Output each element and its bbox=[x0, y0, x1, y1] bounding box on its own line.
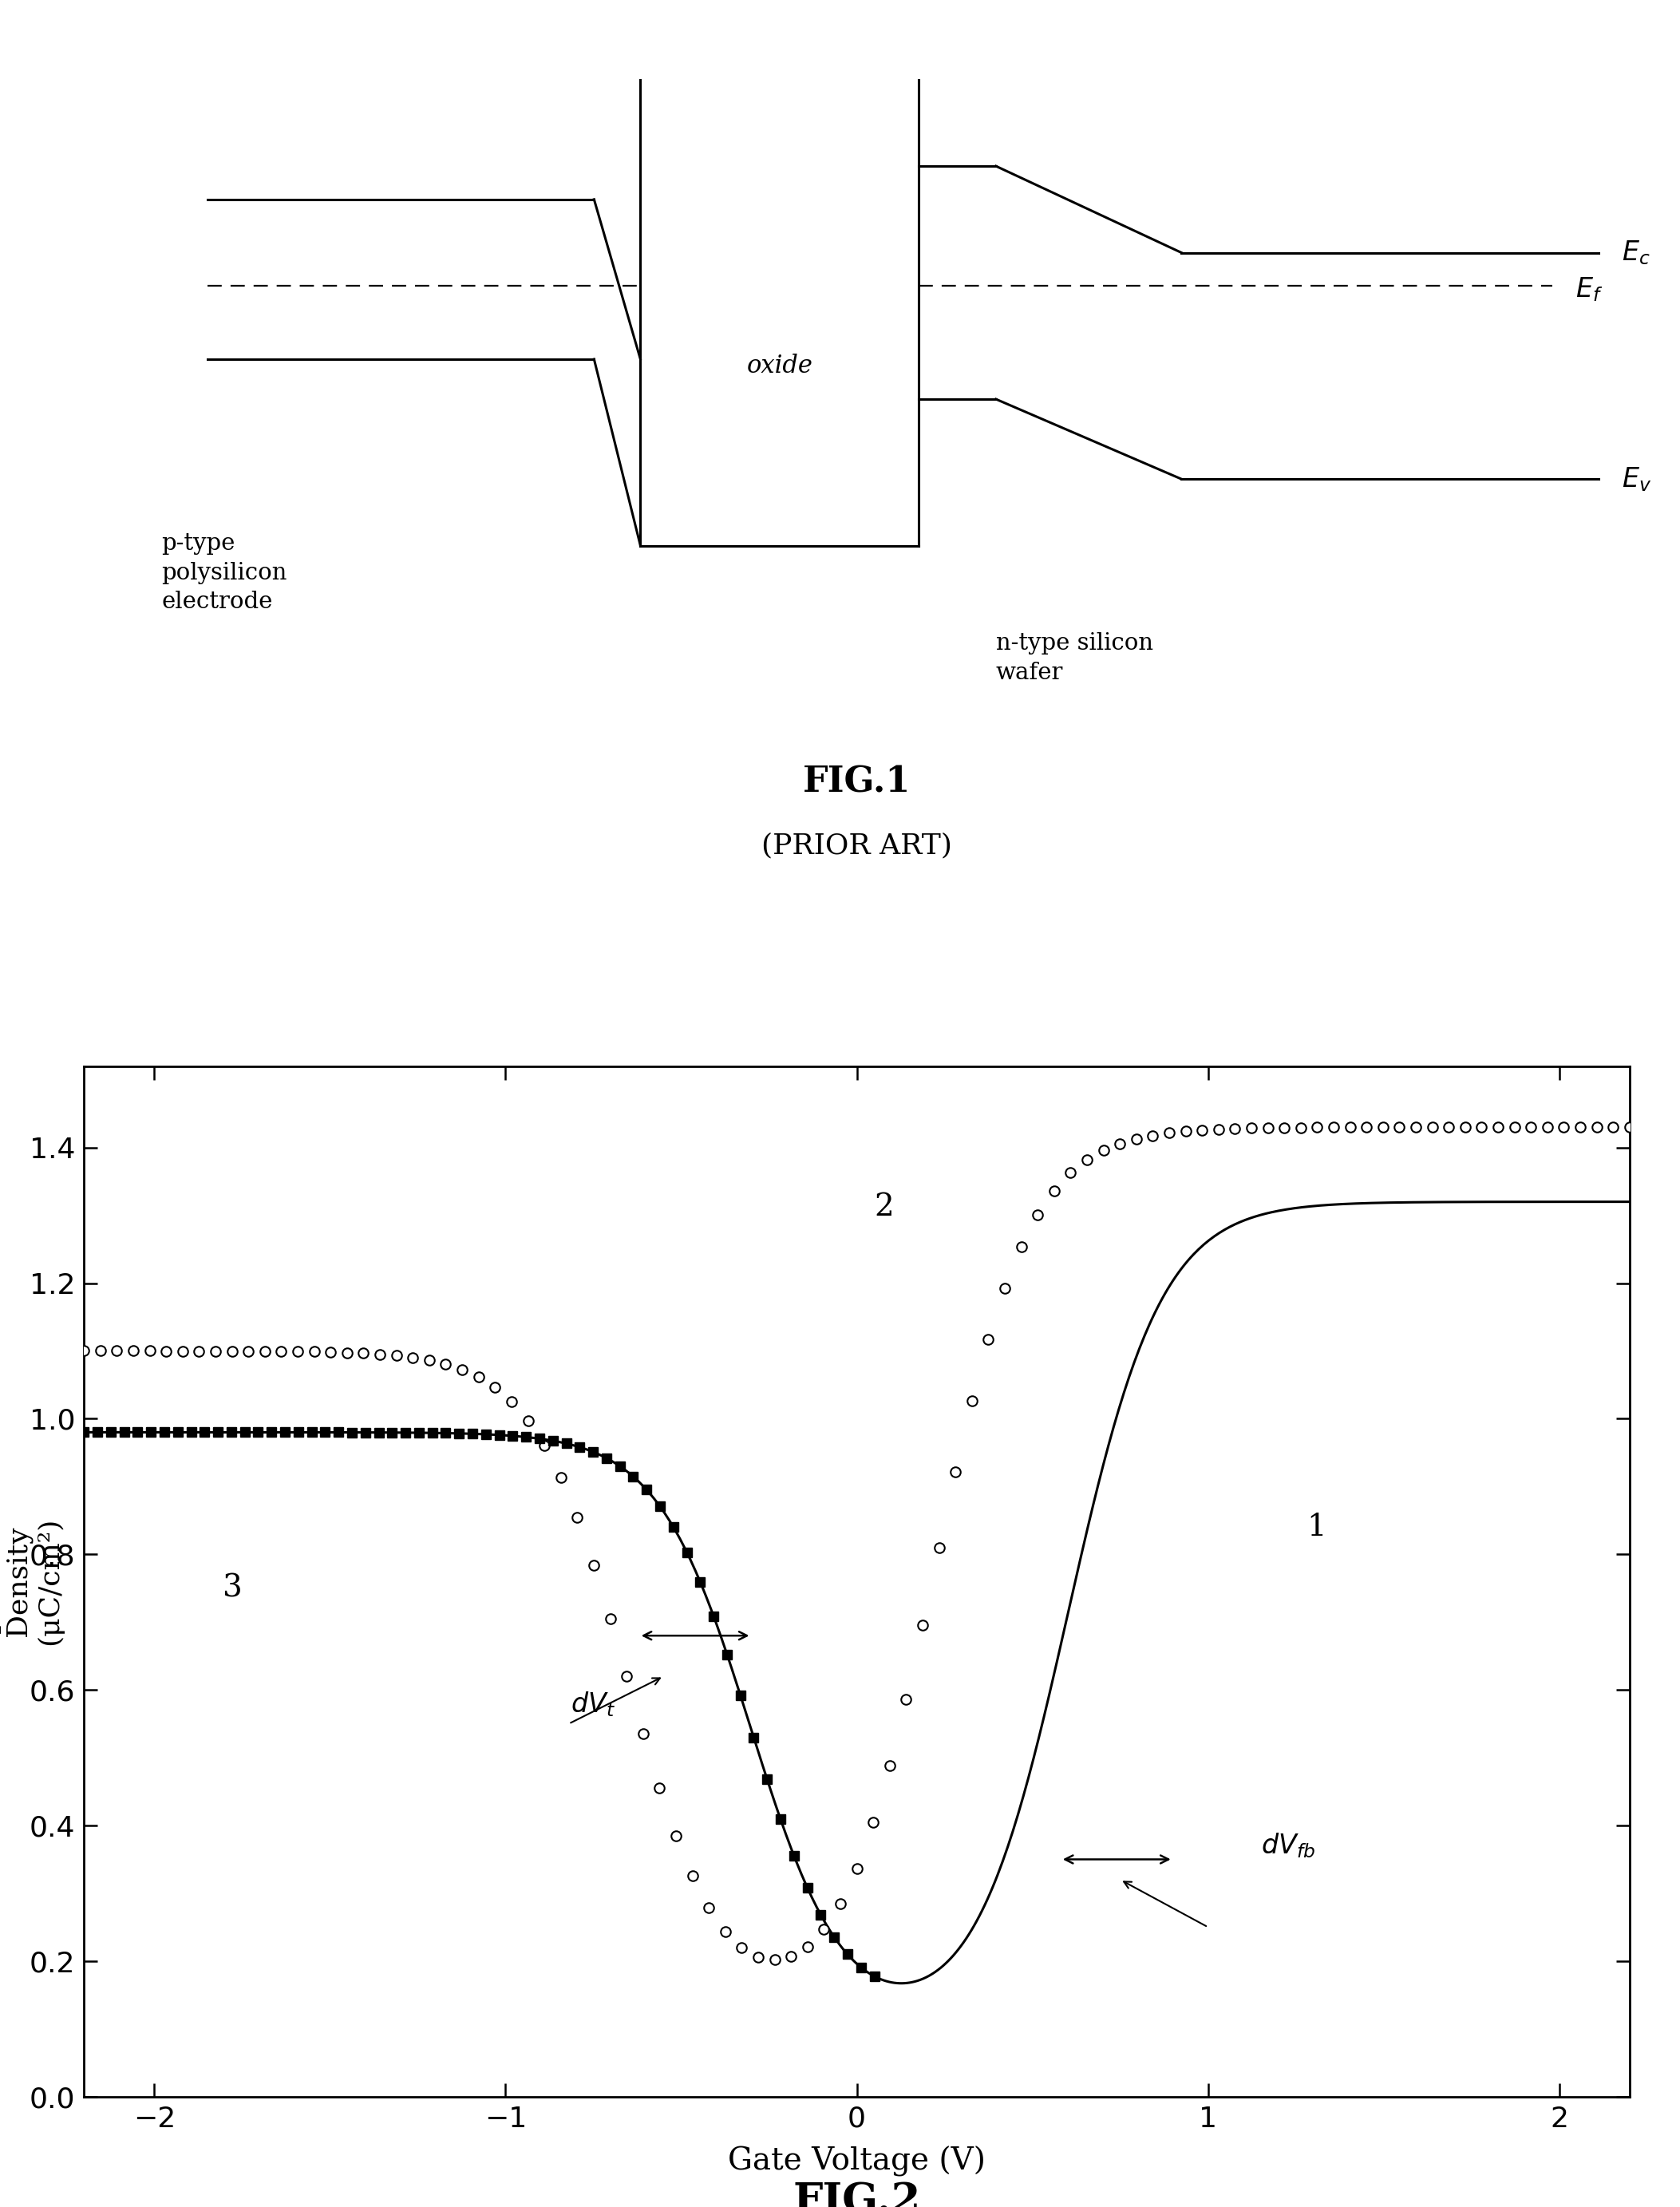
Y-axis label: Capacitance
Density
(μC/cm²): Capacitance Density (μC/cm²) bbox=[0, 1492, 64, 1671]
Text: $dV_{fb}$: $dV_{fb}$ bbox=[1260, 1832, 1315, 1861]
Text: (PRIOR ART): (PRIOR ART) bbox=[761, 832, 953, 859]
Text: $E_v$: $E_v$ bbox=[1621, 466, 1651, 492]
Text: p-type
polysilicon
electrode: p-type polysilicon electrode bbox=[161, 532, 287, 614]
Text: n-type silicon
wafer: n-type silicon wafer bbox=[996, 631, 1152, 684]
Text: $E_f$: $E_f$ bbox=[1576, 276, 1603, 302]
Text: FIG.2: FIG.2 bbox=[793, 2181, 921, 2207]
Text: FIG.1: FIG.1 bbox=[803, 766, 911, 799]
X-axis label: Gate Voltage (V): Gate Voltage (V) bbox=[727, 2145, 986, 2176]
Text: $dV_t$: $dV_t$ bbox=[571, 1691, 615, 1719]
Text: oxide: oxide bbox=[746, 353, 813, 377]
Text: $E_c$: $E_c$ bbox=[1621, 238, 1650, 267]
Text: 2: 2 bbox=[874, 1192, 894, 1223]
Text: 1: 1 bbox=[1307, 1512, 1326, 1543]
Text: 3: 3 bbox=[222, 1574, 242, 1602]
